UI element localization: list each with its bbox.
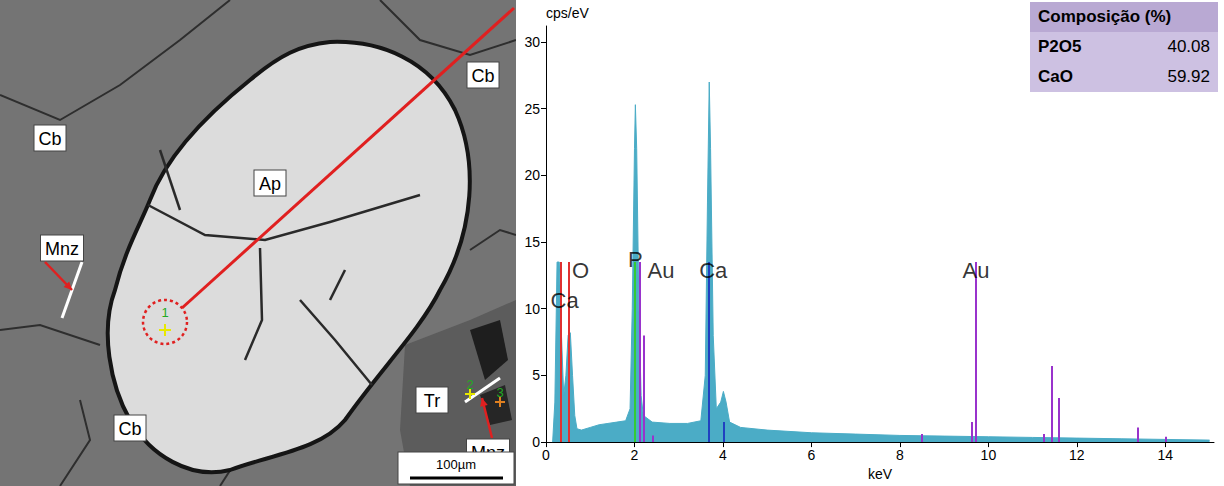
svg-text:6: 6 [808, 447, 816, 463]
svg-text:Ca: Ca [551, 288, 580, 313]
svg-text:25: 25 [524, 101, 540, 117]
svg-text:30: 30 [524, 34, 540, 50]
svg-text:12: 12 [1069, 447, 1085, 463]
svg-text:Au: Au [963, 258, 990, 283]
svg-text:3: 3 [496, 384, 504, 400]
svg-text:1: 1 [161, 305, 168, 320]
svg-text:2: 2 [466, 376, 474, 392]
svg-text:10: 10 [524, 301, 540, 317]
svg-text:100µm: 100µm [436, 457, 476, 472]
html-text:59.92: 59.92 [1167, 67, 1210, 86]
html-text:40.08: 40.08 [1167, 37, 1210, 56]
html-text:Composição (%): Composição (%) [1038, 7, 1172, 26]
svg-text:0: 0 [532, 434, 540, 450]
svg-text:10: 10 [981, 447, 997, 463]
html-text:CaO: CaO [1038, 67, 1073, 86]
svg-text:Mnz: Mnz [45, 239, 79, 259]
svg-text:Ca: Ca [699, 258, 728, 283]
svg-text:Cb: Cb [38, 129, 61, 149]
svg-text:keV: keV [868, 466, 893, 482]
svg-text:15: 15 [524, 234, 540, 250]
svg-text:Cb: Cb [471, 66, 494, 86]
svg-text:O: O [572, 258, 589, 283]
svg-text:Ap: Ap [259, 174, 281, 194]
svg-text:5: 5 [532, 367, 540, 383]
svg-text:Au: Au [648, 258, 675, 283]
svg-text:Tr: Tr [424, 391, 440, 411]
svg-text:P: P [628, 247, 643, 272]
svg-text:4: 4 [719, 447, 727, 463]
svg-text:Cb: Cb [118, 419, 141, 439]
html-text:P2O5: P2O5 [1038, 37, 1082, 56]
svg-text:0: 0 [542, 447, 550, 463]
svg-text:8: 8 [896, 447, 904, 463]
svg-text:14: 14 [1158, 447, 1174, 463]
svg-text:cps/eV: cps/eV [546, 5, 589, 21]
svg-text:20: 20 [524, 167, 540, 183]
svg-text:2: 2 [631, 447, 639, 463]
